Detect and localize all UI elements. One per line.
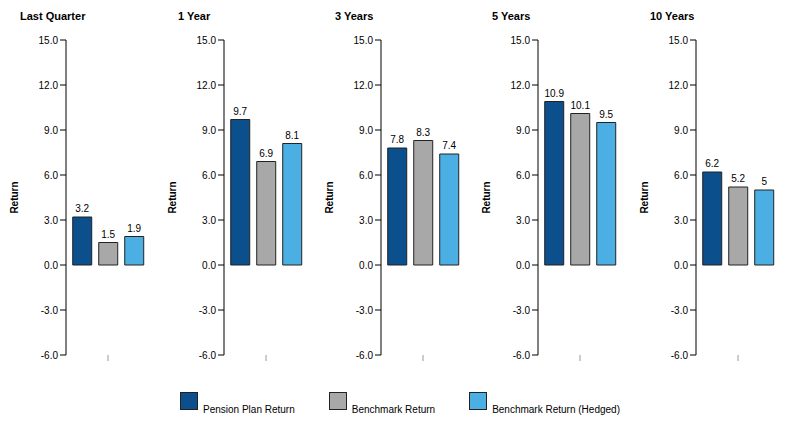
svg-text:-6.0: -6.0 [41, 350, 59, 361]
svg-text:5: 5 [761, 176, 767, 187]
svg-text:3.0: 3.0 [202, 215, 216, 226]
svg-text:15.0: 15.0 [354, 35, 374, 46]
svg-text:-6.0: -6.0 [513, 350, 531, 361]
svg-text:3.2: 3.2 [75, 203, 89, 214]
html-text:Last Quarter: Last Quarter [20, 10, 86, 22]
svg-text:6.0: 6.0 [44, 170, 58, 181]
svg-text:-6.0: -6.0 [199, 350, 217, 361]
svg-text:6.0: 6.0 [359, 170, 373, 181]
svg-text:-6.0: -6.0 [356, 350, 374, 361]
svg-text:9.0: 9.0 [202, 125, 216, 136]
svg-text:Return: Return [9, 181, 20, 213]
svg-text:9.7: 9.7 [233, 106, 247, 117]
svg-text:15.0: 15.0 [669, 35, 689, 46]
svg-text:7.4: 7.4 [442, 140, 456, 151]
svg-text:1.9: 1.9 [127, 223, 141, 234]
svg-text:10.1: 10.1 [570, 100, 590, 111]
svg-text:-3.0: -3.0 [356, 305, 374, 316]
svg-text:3.0: 3.0 [674, 215, 688, 226]
svg-text:Return: Return [481, 181, 492, 213]
svg-text:3.0: 3.0 [44, 215, 58, 226]
svg-text:12.0: 12.0 [511, 80, 531, 91]
html-text:10 Years: 10 Years [650, 10, 695, 22]
svg-text:10.9: 10.9 [544, 88, 564, 99]
svg-text:0.0: 0.0 [359, 260, 373, 271]
html-text:Pension Plan Return: Pension Plan Return [203, 404, 295, 415]
svg-text:0.0: 0.0 [674, 260, 688, 271]
svg-text:5.2: 5.2 [731, 173, 745, 184]
svg-text:9.0: 9.0 [44, 125, 58, 136]
html-text:Benchmark Return: Benchmark Return [351, 404, 436, 415]
svg-text:-3.0: -3.0 [41, 305, 59, 316]
svg-text:12.0: 12.0 [39, 80, 59, 91]
svg-text:9.0: 9.0 [516, 125, 530, 136]
svg-text:6.9: 6.9 [259, 148, 273, 159]
svg-text:15.0: 15.0 [197, 35, 217, 46]
svg-text:6.0: 6.0 [516, 170, 530, 181]
svg-text:8.1: 8.1 [285, 130, 299, 141]
html-text:5 Years: 5 Years [492, 10, 531, 22]
html-text:3 Years: 3 Years [335, 10, 374, 22]
html-text:1 Year: 1 Year [178, 10, 211, 22]
svg-text:6.0: 6.0 [674, 170, 688, 181]
svg-text:9.5: 9.5 [599, 109, 613, 120]
svg-text:0.0: 0.0 [202, 260, 216, 271]
svg-text:12.0: 12.0 [669, 80, 689, 91]
svg-text:-3.0: -3.0 [513, 305, 531, 316]
svg-text:3.0: 3.0 [359, 215, 373, 226]
svg-text:-6.0: -6.0 [671, 350, 689, 361]
svg-text:-3.0: -3.0 [671, 305, 689, 316]
svg-text:7.8: 7.8 [390, 134, 404, 145]
svg-text:1.5: 1.5 [101, 229, 115, 240]
svg-text:0.0: 0.0 [516, 260, 530, 271]
svg-text:15.0: 15.0 [511, 35, 531, 46]
svg-text:3.0: 3.0 [516, 215, 530, 226]
svg-text:15.0: 15.0 [39, 35, 59, 46]
svg-text:Return: Return [639, 181, 650, 213]
svg-text:Return: Return [167, 181, 178, 213]
svg-text:12.0: 12.0 [354, 80, 374, 91]
svg-text:0.0: 0.0 [44, 260, 58, 271]
svg-text:6.2: 6.2 [705, 158, 719, 169]
html-text:Benchmark Return (Hedged): Benchmark Return (Hedged) [492, 404, 620, 415]
svg-text:6.0: 6.0 [202, 170, 216, 181]
svg-text:12.0: 12.0 [197, 80, 217, 91]
svg-text:-3.0: -3.0 [199, 305, 217, 316]
svg-text:9.0: 9.0 [359, 125, 373, 136]
svg-text:8.3: 8.3 [416, 127, 430, 138]
svg-text:9.0: 9.0 [674, 125, 688, 136]
svg-text:Return: Return [324, 181, 335, 213]
